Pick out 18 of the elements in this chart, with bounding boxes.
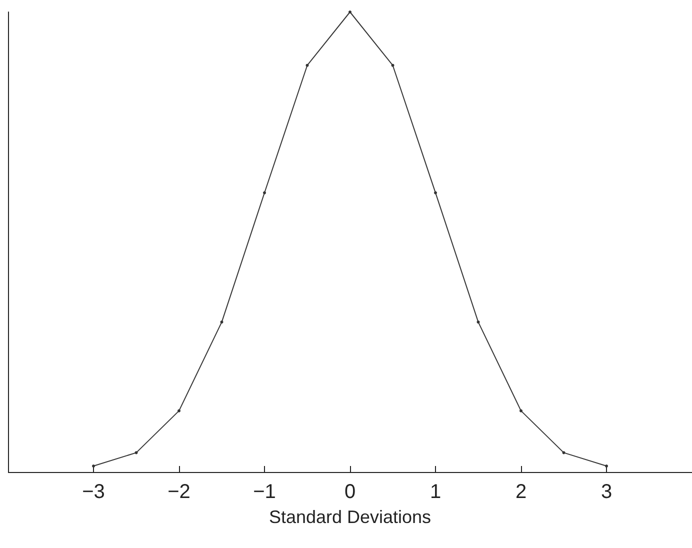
x-tick-label: 0 [344, 481, 356, 503]
x-axis-title: Standard Deviations [268, 507, 432, 527]
x-tick-label: 3 [600, 481, 612, 503]
x-tick-label: 1 [430, 481, 442, 503]
x-tick-label: −1 [253, 481, 276, 503]
point [520, 409, 522, 412]
point [605, 464, 608, 468]
x-tick-label: 2 [515, 481, 527, 503]
point [220, 320, 224, 324]
point [434, 191, 437, 194]
point [263, 191, 266, 194]
point [391, 64, 394, 67]
x-tick-label: −2 [168, 481, 190, 503]
point [92, 464, 95, 468]
point [476, 320, 480, 324]
x-tick-label: −3 [82, 481, 105, 503]
point [306, 64, 309, 67]
point [178, 409, 180, 412]
